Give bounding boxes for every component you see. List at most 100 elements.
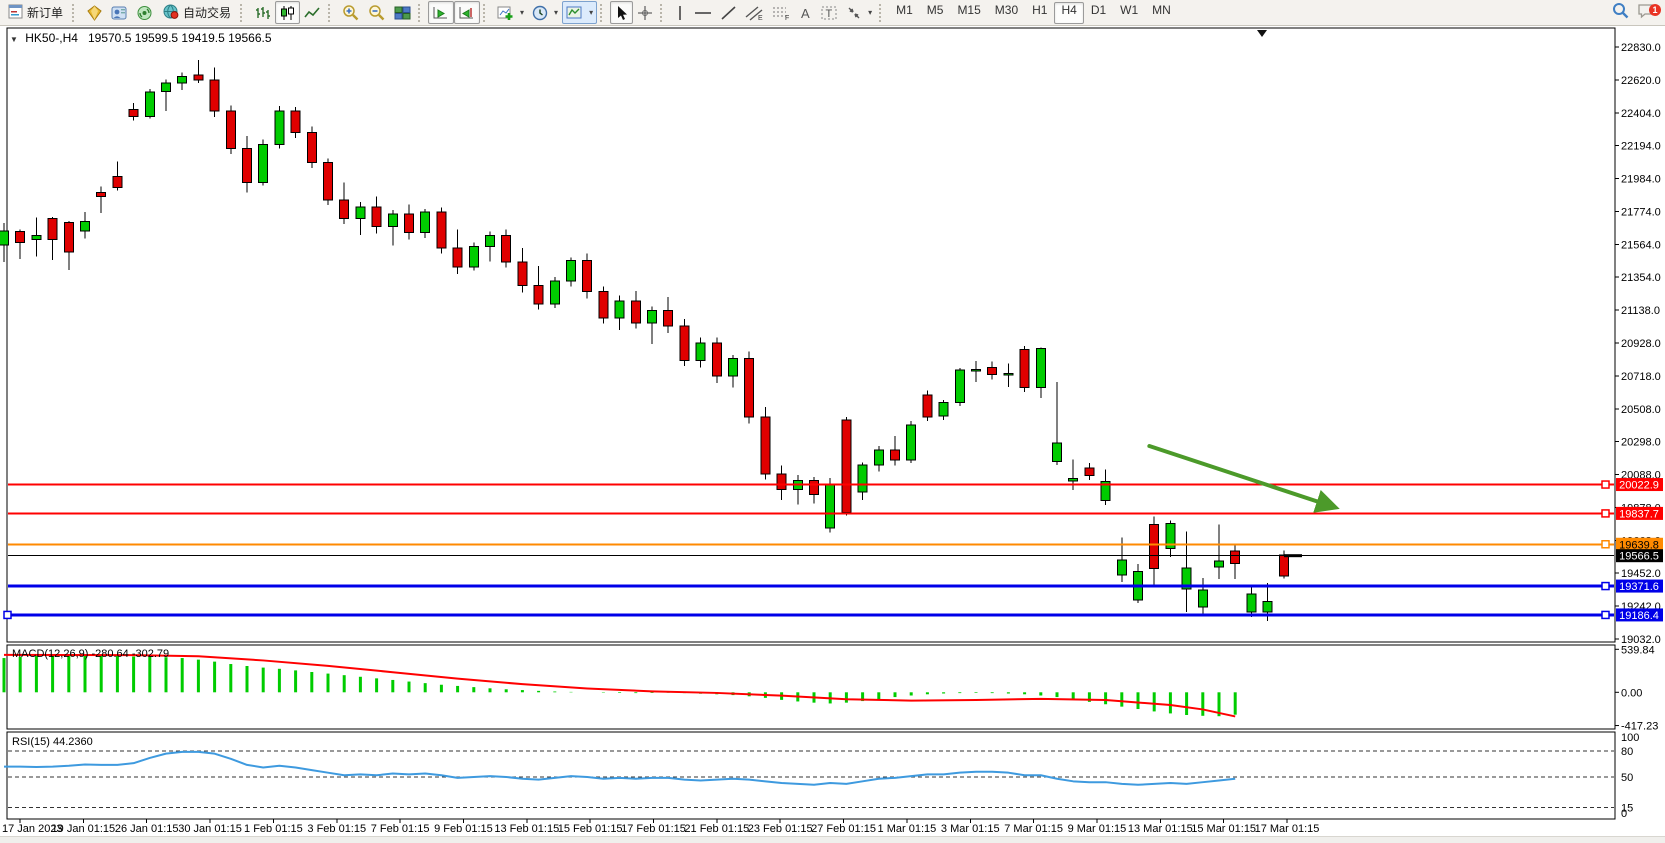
horizontal-line-tool-button[interactable]	[690, 1, 716, 24]
candle	[922, 390, 933, 422]
hline-handle[interactable]	[1601, 480, 1610, 489]
green-arrow-annotation[interactable]	[1147, 444, 1340, 513]
equidistant-channel-tool-button[interactable]: E	[741, 1, 768, 24]
candle	[96, 186, 107, 214]
auto-scroll-button[interactable]	[428, 1, 455, 24]
line-chart-mode-button[interactable]	[300, 1, 325, 24]
timeframe-mn-button[interactable]: MN	[1152, 2, 1171, 17]
candle	[1035, 347, 1046, 399]
autotrading-button[interactable]: 自动交易	[157, 1, 237, 24]
candle-body-bull	[31, 235, 42, 241]
hline-handle[interactable]	[3, 610, 12, 620]
data-window-button[interactable]	[107, 1, 132, 24]
cursor-tool-button[interactable]	[610, 1, 634, 24]
new-order-label: 新订单	[27, 6, 64, 20]
candle-body-bear	[47, 217, 58, 241]
timeframe-m30-button[interactable]: M30	[994, 2, 1019, 17]
candle-body-bear	[112, 175, 123, 188]
timeframe-m5-button[interactable]: M5	[926, 2, 944, 17]
candle-body-bear	[1230, 550, 1241, 565]
arrows-tool-button[interactable]: ▾	[842, 1, 876, 24]
notifications-button[interactable]: 1	[1637, 2, 1661, 24]
price-tick-label: 19452.0	[1621, 568, 1661, 580]
vertical-line-tool-button[interactable]	[670, 1, 690, 24]
bar-chart-mode-button[interactable]	[250, 1, 275, 24]
candle-body-bull	[485, 235, 495, 248]
tile-windows-icon	[394, 6, 411, 19]
candle-body-bull	[906, 424, 917, 461]
crosshair-tool-button[interactable]	[633, 1, 657, 24]
candle-body-bear	[1019, 348, 1030, 389]
timeframe-h4-button[interactable]: H4	[1054, 1, 1084, 24]
candle-body-bull	[1052, 442, 1062, 463]
bid-box	[1616, 549, 1663, 563]
candle-body-bear	[679, 325, 690, 361]
annotation-arrow[interactable]	[1147, 444, 1340, 513]
timeframe-w1-button[interactable]: W1	[1120, 2, 1139, 17]
text-tool-button[interactable]: A	[795, 1, 817, 24]
candle-body-bear	[1084, 467, 1095, 476]
price-tick-label: 21564.0	[1621, 239, 1661, 251]
signals-radar-icon	[137, 5, 152, 20]
text-label-tool-button[interactable]: T	[817, 1, 842, 24]
ohlc-bars-icon	[256, 6, 271, 19]
dropdown-arrow-icon: ▾	[589, 8, 594, 17]
timeframe-h1-button[interactable]: H1	[1032, 2, 1048, 17]
candle-body-bear	[1278, 554, 1289, 577]
signals-button[interactable]	[132, 1, 157, 24]
hline-handle[interactable]	[1601, 509, 1610, 518]
candle-body-bear	[209, 79, 220, 112]
candlestick-icon	[281, 5, 295, 20]
hline-label: 19837.7	[1619, 508, 1659, 520]
zoom-in-icon	[343, 5, 359, 21]
macd-axis-label: 0.00	[1621, 687, 1642, 699]
rsi-axis-label: 50	[1621, 772, 1633, 784]
hline-handle[interactable]	[1601, 610, 1610, 620]
trendline-tool-button[interactable]	[716, 1, 741, 24]
one-click-panel-toggle-icon[interactable]: ▼	[10, 35, 18, 44]
search-icon[interactable]	[1612, 2, 1629, 24]
chart-shift-marker	[1257, 30, 1267, 37]
candle-body-bull	[549, 280, 560, 305]
candle-body-bull	[857, 464, 868, 493]
horizontal-lines[interactable]: 20022.9 19837.7 19639.8 19371.6 19186.4 19566…	[3, 478, 1663, 622]
candle	[15, 229, 26, 259]
tile-windows-button[interactable]	[390, 1, 415, 24]
candle-body-bear	[922, 394, 933, 418]
hline-handle[interactable]	[1601, 581, 1610, 591]
candle	[841, 417, 852, 516]
templates-button[interactable]: ▾	[562, 1, 598, 24]
candlestick-mode-button[interactable]	[275, 1, 301, 24]
zoom-out-button[interactable]	[364, 1, 390, 24]
candle-body-bear	[63, 221, 74, 253]
date-label: 19 Jan 01:15	[52, 823, 116, 835]
timeframe-d1-button[interactable]: D1	[1090, 2, 1107, 17]
macd-axis-label: 539.84	[1621, 644, 1655, 656]
hline-handle[interactable]	[1601, 540, 1610, 549]
candle-body-bull	[0, 230, 9, 246]
candle-body-bull	[873, 449, 884, 466]
timeframe-m15-button[interactable]: M15	[957, 2, 981, 17]
timeframe-m1-button[interactable]: M1	[896, 2, 913, 17]
zoom-in-button[interactable]	[338, 1, 364, 24]
candle-body-bear	[776, 473, 787, 491]
price-tick-label: 20298.0	[1621, 437, 1661, 449]
candle	[1149, 516, 1160, 586]
periods-button[interactable]: ▾	[528, 1, 562, 24]
new-order-button[interactable]: 新订单	[2, 1, 69, 24]
indicators-button[interactable]: ▾	[493, 1, 528, 24]
candle	[420, 209, 431, 238]
fibonacci-tool-button[interactable]: F	[768, 1, 795, 24]
chart-shift-button[interactable]	[454, 1, 481, 24]
trendline-icon	[721, 5, 736, 20]
quotes-button[interactable]	[82, 1, 107, 24]
candle	[387, 209, 398, 246]
rsi-axis-label: 15	[1621, 802, 1633, 814]
line-chart-icon	[304, 6, 320, 17]
date-label: 3 Feb 01:15	[307, 823, 366, 835]
candle-body-bear	[841, 419, 852, 513]
price-tick-label: 22620.0	[1621, 75, 1661, 87]
toolbar-grip	[600, 3, 607, 22]
